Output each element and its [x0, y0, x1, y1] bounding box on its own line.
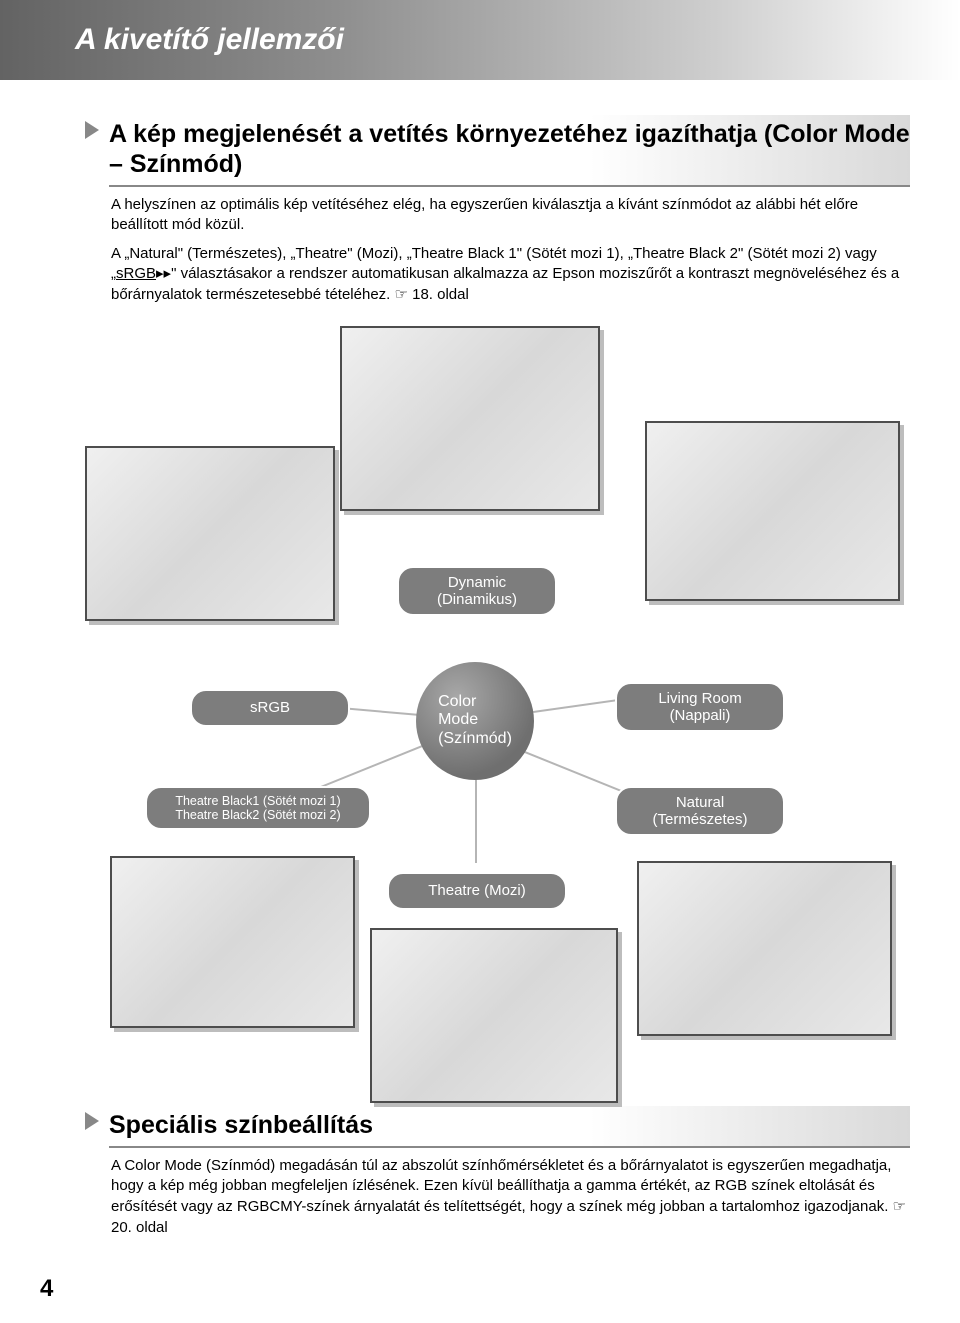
section1-heading: A kép megjelenését a vetítés környezetéh… — [109, 119, 910, 179]
pill-dynamic-label: Dynamic(Dinamikus) — [437, 574, 517, 609]
pill-theatre: Theatre (Mozi) — [387, 872, 567, 910]
section2-header: Speciális színbeállítás — [85, 1106, 910, 1148]
section1-para2: A „Natural" (Természetes), „Theatre" (Mo… — [111, 244, 910, 306]
section2-title-wrap: Speciális színbeállítás — [109, 1106, 910, 1148]
illus-dynamic — [340, 326, 600, 511]
illus-natural — [637, 861, 892, 1036]
pill-theatreblack-label: Theatre Black1 (Sötét mozi 1)Theatre Bla… — [175, 794, 340, 823]
section2-body: A Color Mode (Színmód) megadásán túl az … — [111, 1157, 893, 1216]
section1-para1: A helyszínen az optimális kép vetítéséhe… — [111, 195, 910, 236]
section1-header: A kép megjelenését a vetítés környezetéh… — [85, 115, 910, 187]
illus-theatreblack — [110, 856, 355, 1028]
spoke-theatre — [475, 778, 477, 863]
pill-theatreblack: Theatre Black1 (Sötét mozi 1)Theatre Bla… — [145, 786, 371, 831]
pill-natural: Natural(Természetes) — [615, 786, 785, 837]
para2-b: ▸▸" választásakor a rendszer automatikus… — [111, 265, 899, 303]
pill-livingroom-label: Living Room(Nappali) — [658, 690, 741, 725]
pill-livingroom: Living Room(Nappali) — [615, 682, 785, 733]
section1-title-wrap: A kép megjelenését a vetítés környezetéh… — [109, 115, 910, 187]
triangle-icon — [85, 121, 99, 139]
pill-natural-label: Natural(Természetes) — [652, 794, 747, 829]
pill-theatre-label: Theatre (Mozi) — [428, 882, 526, 899]
pill-dynamic: Dynamic(Dinamikus) — [397, 566, 557, 617]
hub-color-mode: ColorMode(Színmód) — [416, 662, 534, 780]
page-title: A kivetítő jellemzői — [75, 23, 344, 57]
pill-srgb: sRGB — [190, 689, 350, 727]
section1-pageref: ☞ 18. oldal — [395, 286, 469, 303]
color-mode-diagram: ColorMode(Színmód) Dynamic(Dinamikus) sR… — [85, 326, 910, 1086]
srgb-underline: sRGB — [116, 265, 156, 282]
illus-theatre — [370, 928, 618, 1103]
section2-para: A Color Mode (Színmód) megadásán túl az … — [111, 1156, 910, 1238]
section2-heading: Speciális színbeállítás — [109, 1110, 910, 1140]
illus-livingroom — [645, 421, 900, 601]
page-number: 4 — [40, 1275, 53, 1303]
illus-srgb — [85, 446, 335, 621]
pill-srgb-label: sRGB — [250, 699, 290, 716]
hub-label: ColorMode(Színmód) — [438, 693, 512, 748]
triangle-icon — [85, 1112, 99, 1130]
page-title-banner: A kivetítő jellemzői — [0, 0, 960, 80]
